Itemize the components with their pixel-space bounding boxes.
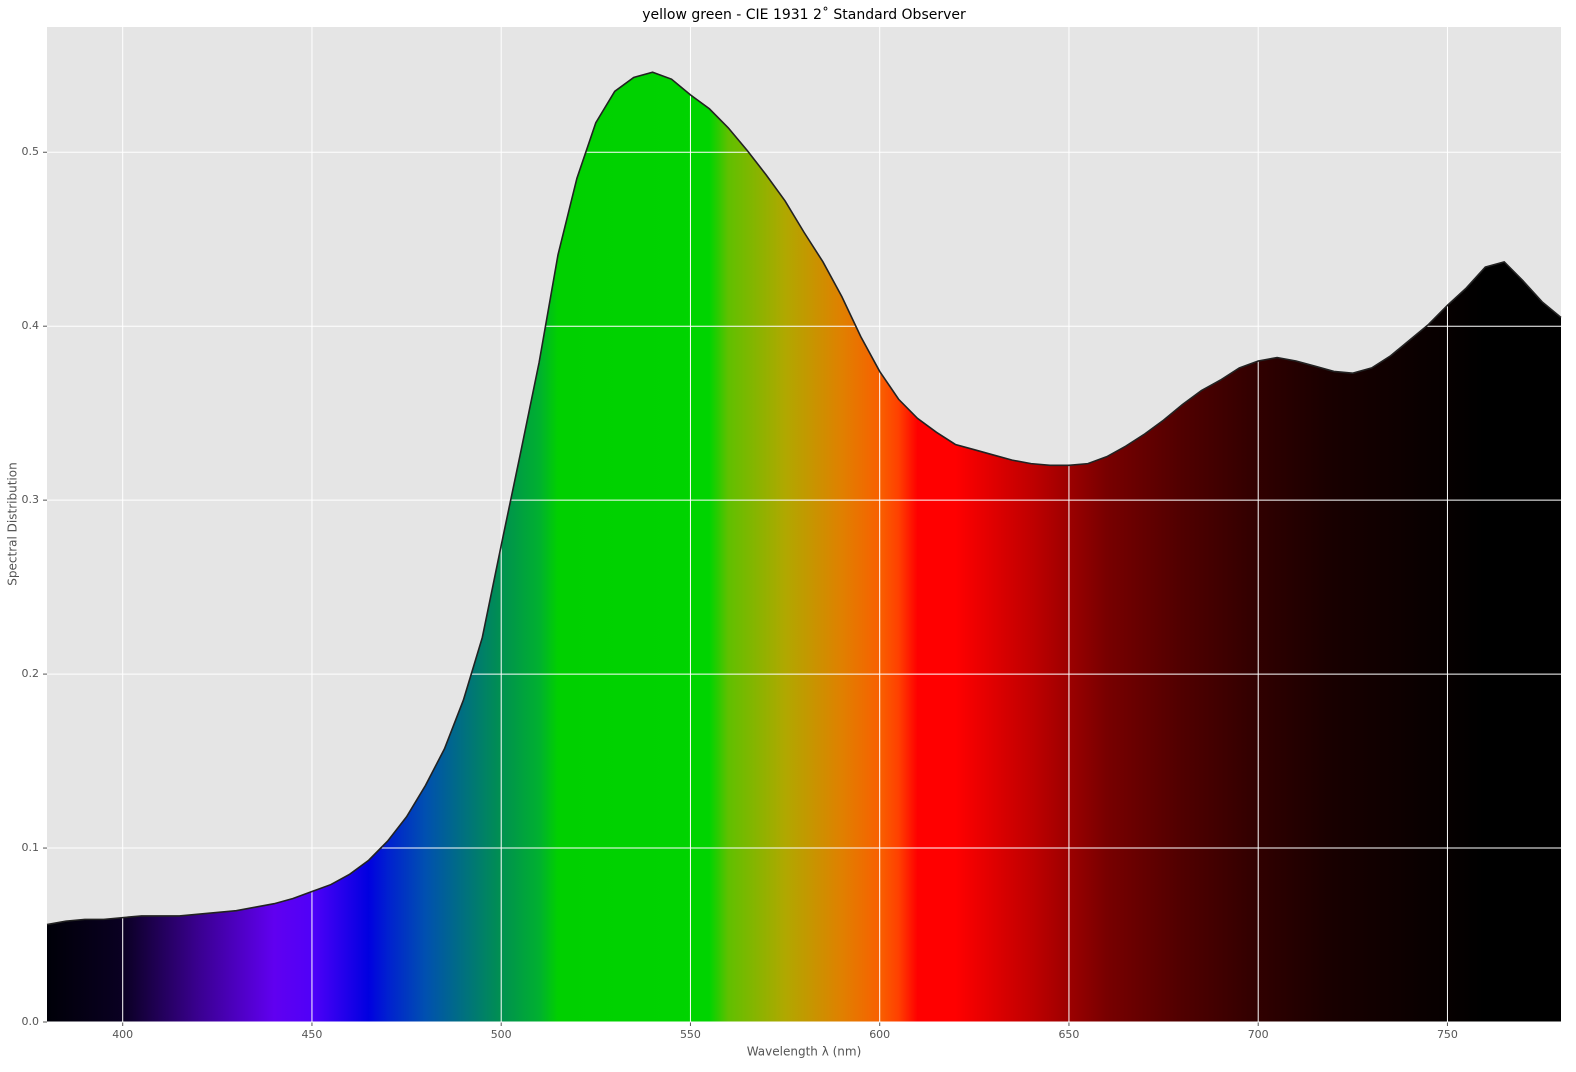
area-fill (47, 72, 1561, 1022)
x-tick-label: 750 (1437, 1028, 1458, 1041)
x-tick-label: 550 (680, 1028, 701, 1041)
x-tick-label: 600 (869, 1028, 890, 1041)
x-tick-label: 450 (301, 1028, 322, 1041)
spectral-line (46, 71, 1562, 926)
y-tick-label: 0.1 (22, 841, 40, 854)
x-axis-label: Wavelength λ (nm) (747, 1045, 862, 1059)
y-tick-label: 0.5 (22, 145, 40, 158)
x-tick-label: 700 (1248, 1028, 1269, 1041)
y-tick-label: 0.2 (22, 667, 40, 680)
x-tick-label: 650 (1058, 1028, 1079, 1041)
y-tick-label: 0.3 (22, 493, 40, 506)
y-axis-label: Spectral Distribution (6, 462, 20, 585)
y-tick-label: 0.0 (22, 1015, 40, 1028)
y-tick-label: 0.4 (22, 319, 40, 332)
x-tick-label: 400 (112, 1028, 133, 1041)
chart-title: yellow green - CIE 1931 2˚ Standard Obse… (642, 6, 966, 23)
x-tick-label: 500 (491, 1028, 512, 1041)
